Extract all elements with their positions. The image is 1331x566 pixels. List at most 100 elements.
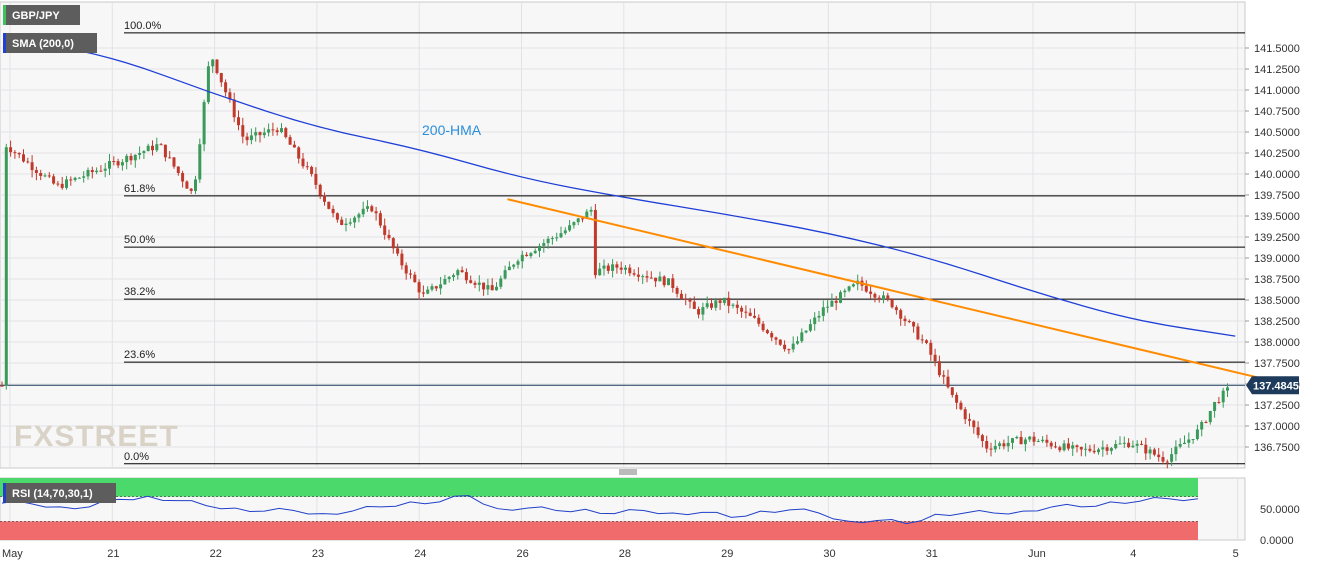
candle	[546, 236, 550, 249]
candle	[873, 292, 877, 303]
candle	[718, 298, 722, 310]
candle	[9, 140, 13, 157]
candle	[1187, 432, 1191, 448]
candle	[533, 248, 537, 254]
candle	[1161, 451, 1165, 465]
candle	[1165, 459, 1169, 469]
x-tick-label: 24	[414, 548, 426, 560]
candle	[443, 274, 447, 285]
candle	[955, 392, 959, 410]
candle	[340, 216, 344, 226]
candle	[1032, 432, 1036, 446]
candle	[241, 117, 245, 144]
y-tick-label: 138.2500	[1254, 316, 1300, 328]
candle	[1041, 436, 1045, 443]
rsi-line	[1, 495, 1199, 525]
x-tick-label: May	[2, 548, 23, 560]
candle	[30, 155, 34, 178]
panel-splitter[interactable]	[619, 469, 637, 475]
candle	[624, 265, 627, 275]
candle	[757, 314, 761, 327]
candle	[512, 263, 516, 270]
candle	[189, 188, 193, 194]
y-tick-label: 138.7500	[1254, 274, 1300, 286]
candle	[181, 170, 185, 188]
candle	[976, 421, 980, 439]
candle	[765, 328, 769, 335]
candle	[116, 158, 120, 169]
candle	[705, 296, 709, 309]
candle	[206, 61, 210, 105]
candle	[125, 153, 129, 170]
candle	[211, 59, 215, 73]
candle	[327, 201, 331, 210]
hma-annotation: 200-HMA	[422, 122, 482, 138]
candle	[323, 192, 326, 206]
candle	[1006, 435, 1010, 452]
candle	[1170, 447, 1174, 467]
candle	[1122, 436, 1126, 448]
last-price-tag	[1246, 376, 1299, 395]
candle	[262, 127, 266, 139]
candle	[477, 275, 481, 292]
candle	[129, 153, 133, 165]
candle	[701, 302, 705, 321]
candle	[714, 297, 718, 311]
y-tick-label: 140.0000	[1254, 169, 1300, 181]
x-tick-label: 30	[823, 548, 835, 560]
candle	[271, 122, 275, 136]
candle	[1075, 444, 1079, 453]
candle	[1135, 440, 1139, 453]
candle	[439, 277, 443, 295]
candle	[400, 249, 404, 270]
candle	[1036, 438, 1040, 443]
candle	[421, 285, 425, 298]
last-price-value: 137.4845	[1253, 380, 1299, 392]
indicator-legend[interactable]: SMA (200,0)	[3, 33, 97, 53]
indicator-label: SMA (200,0)	[12, 38, 74, 50]
candle	[563, 227, 567, 235]
y-tick-label: 141.5000	[1254, 43, 1300, 55]
candle	[198, 138, 202, 183]
candle	[430, 283, 434, 292]
candle	[783, 340, 787, 352]
fib-label: 100.0%	[124, 20, 162, 32]
candle	[1144, 437, 1148, 461]
candle	[598, 262, 602, 276]
rsi-legend[interactable]: RSI (14,70,30,1)	[3, 483, 116, 503]
candle	[1157, 448, 1161, 462]
y-tick-label: 140.5000	[1254, 127, 1300, 139]
candle	[280, 123, 283, 134]
x-tick-label: 5	[1233, 548, 1239, 560]
candle	[654, 277, 658, 287]
candle	[963, 406, 967, 425]
candle	[452, 273, 455, 282]
candle	[1054, 441, 1057, 449]
y-tick-label: 137.7500	[1254, 358, 1300, 370]
candle	[679, 290, 683, 300]
candle	[1221, 387, 1225, 408]
candle	[22, 149, 25, 163]
candle	[998, 441, 1002, 450]
candle	[890, 298, 894, 309]
candle	[834, 296, 838, 311]
candle	[774, 336, 778, 345]
candle	[482, 282, 486, 296]
candle	[0, 381, 4, 387]
candle	[99, 165, 103, 172]
candle	[77, 177, 81, 179]
candle	[413, 271, 417, 283]
x-tick-label: 31	[926, 548, 938, 560]
candle	[503, 265, 507, 280]
fib-label: 38.2%	[124, 286, 155, 298]
candle	[232, 92, 236, 123]
candle	[550, 236, 554, 245]
x-tick-label: 29	[721, 548, 733, 560]
candle	[572, 221, 576, 229]
candle	[675, 286, 679, 298]
candle	[469, 275, 473, 284]
candle	[387, 229, 391, 241]
candle	[606, 263, 610, 274]
symbol-legend[interactable]: GBP/JPY	[3, 5, 80, 25]
candle	[224, 79, 228, 97]
